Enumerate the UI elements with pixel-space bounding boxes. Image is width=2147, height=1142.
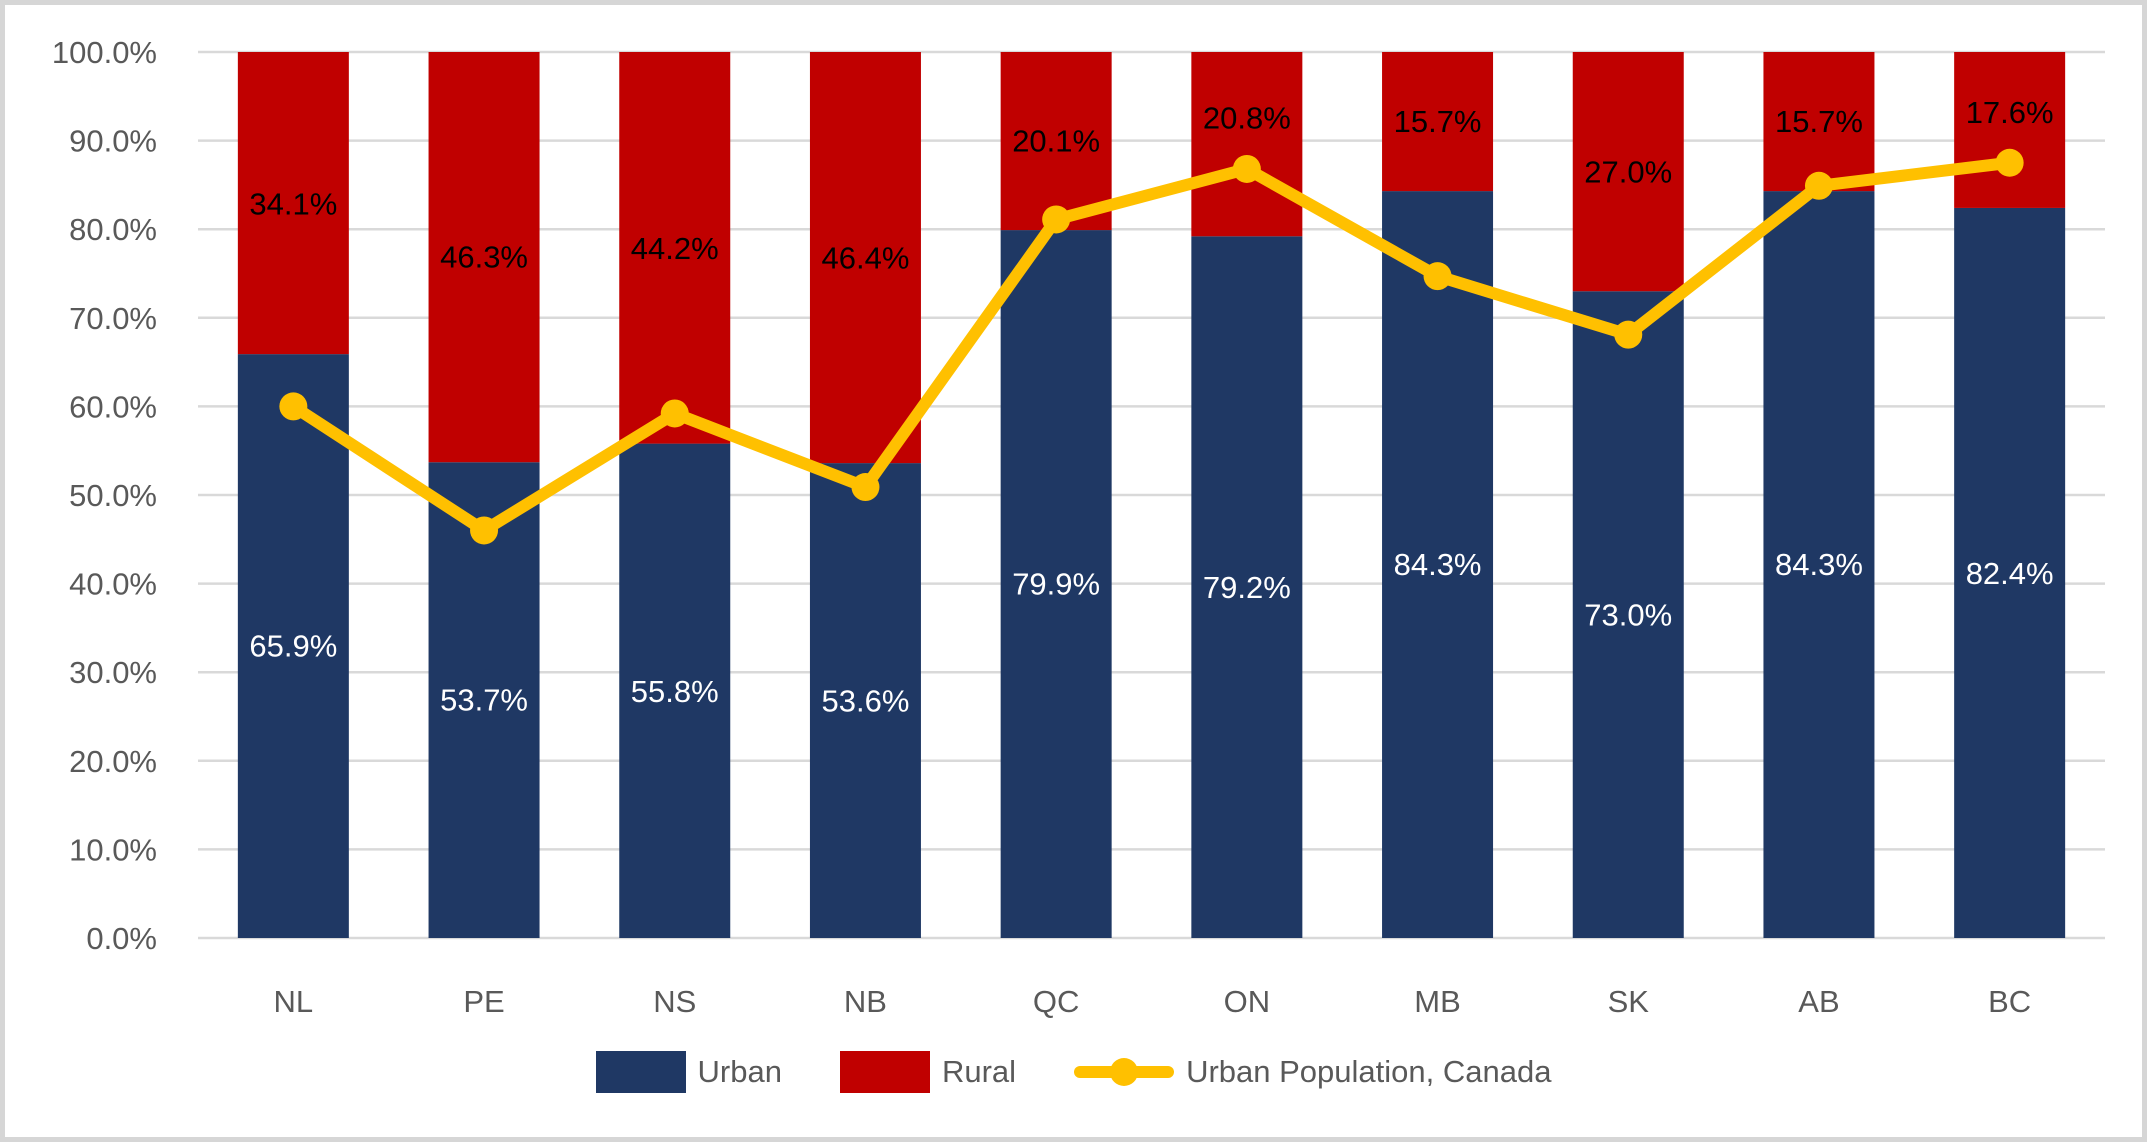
legend-item-rural: Rural: [839, 1051, 1017, 1093]
rural-data-label-BC: 17.6%: [1966, 95, 2054, 130]
urban-bar-NS: [619, 443, 731, 938]
rural-data-label-NB: 46.4%: [821, 241, 909, 276]
y-tick-label: 30.0%: [69, 655, 157, 690]
legend-label-rural: Rural: [941, 1054, 1017, 1089]
urban-bar-AB: [1763, 191, 1875, 939]
urban-bar-MB: [1382, 191, 1494, 939]
stacked-bar-line-chart: 0.0% 10.0% 20.0% 30.0% 40.0% 50.0% 60.0% 70.0% 8…: [52, 35, 2105, 1019]
x-axis-label-MB: MB: [1414, 984, 1461, 1019]
line-marker-NS: [660, 399, 689, 428]
rural-data-label-SK: 27.0%: [1584, 155, 1672, 190]
rural-data-label-MB: 15.7%: [1394, 104, 1482, 139]
x-axis-label-PE: PE: [463, 984, 504, 1019]
chart-legend: Urban Rural Urban Population, Canada: [5, 1051, 2142, 1093]
x-axis-label-ON: ON: [1224, 984, 1271, 1019]
urban-population-canada-line: [287, 156, 2016, 537]
urban-bar-BC: [1954, 207, 2066, 938]
rural-bar-MB: [1382, 52, 1494, 192]
urban-data-label-BC: 82.4%: [1966, 556, 2054, 591]
y-tick-label: 10.0%: [69, 832, 157, 867]
x-axis-label-NS: NS: [653, 984, 696, 1019]
urban-data-label-MB: 84.3%: [1394, 547, 1482, 582]
legend-label-urban: Urban: [697, 1054, 782, 1089]
y-tick-label: 0.0%: [86, 921, 157, 956]
line-marker-ON: [1232, 154, 1261, 183]
rural-bar-NL: [237, 52, 349, 355]
urban-data-label-SK: 73.0%: [1584, 598, 1672, 633]
rural-bar-AB: [1763, 52, 1875, 192]
rural-bar-BC: [1954, 52, 2066, 208]
line-marker-MB: [1423, 262, 1452, 291]
x-axis-label-SK: SK: [1608, 984, 1650, 1019]
line-marker-QC: [1042, 205, 1071, 234]
urban-data-label-PE: 53.7%: [440, 683, 528, 718]
legend-label-urban-population-canada: Urban Population, Canada: [1186, 1054, 1552, 1089]
urban-bar-SK: [1572, 291, 1684, 939]
x-axis-label-NL: NL: [274, 984, 314, 1019]
line-marker-SK: [1614, 320, 1643, 349]
y-tick-label: 80.0%: [69, 212, 157, 247]
line-marker-PE: [470, 516, 499, 545]
x-axis-label-QC: QC: [1033, 984, 1080, 1019]
rural-data-label-NL: 34.1%: [249, 187, 337, 222]
rural-series-swatch: [839, 1051, 930, 1093]
urban-data-label-NL: 65.9%: [249, 629, 337, 664]
urban-bar-QC: [1000, 230, 1112, 938]
urban-data-label-NB: 53.6%: [821, 684, 909, 719]
rural-data-label-NS: 44.2%: [631, 231, 719, 266]
y-tick-label: 60.0%: [69, 389, 157, 424]
urban-bar-NB: [809, 463, 921, 938]
legend-item-urban: Urban: [595, 1051, 782, 1093]
line-series-swatch: [1074, 1057, 1175, 1087]
rural-bar-SK: [1572, 52, 1684, 292]
y-tick-label: 40.0%: [69, 567, 157, 602]
y-tick-label: 100.0%: [52, 35, 157, 70]
line-swatch-marker-icon: [1110, 1058, 1139, 1086]
rural-bar-NB: [809, 52, 921, 464]
rural-bar-ON: [1191, 52, 1303, 237]
x-axis-label-BC: BC: [1988, 984, 2031, 1019]
rural-data-label-PE: 46.3%: [440, 240, 528, 275]
x-axis-label-NB: NB: [844, 984, 887, 1019]
urban-bar-ON: [1191, 236, 1303, 939]
urban-bar-NL: [237, 354, 349, 939]
urban-data-label-ON: 79.2%: [1203, 570, 1291, 605]
rural-bar-QC: [1000, 52, 1112, 231]
legend-item-urban-population-canada: Urban Population, Canada: [1074, 1054, 1551, 1090]
rural-bar-PE: [428, 52, 540, 463]
line-marker-BC: [1995, 148, 2024, 177]
rural-bar-NS: [619, 52, 731, 444]
urban-data-label-AB: 84.3%: [1775, 547, 1863, 582]
y-tick-label: 90.0%: [69, 124, 157, 159]
rural-data-label-QC: 20.1%: [1012, 124, 1100, 159]
urban-data-label-NS: 55.8%: [631, 674, 719, 709]
y-tick-label: 20.0%: [69, 744, 157, 779]
rural-data-label-AB: 15.7%: [1775, 104, 1863, 139]
urban-data-label-QC: 79.9%: [1012, 567, 1100, 602]
y-tick-label: 50.0%: [69, 478, 157, 513]
line-marker-AB: [1804, 171, 1833, 200]
x-axis-label-AB: AB: [1798, 984, 1839, 1019]
rural-data-label-ON: 20.8%: [1203, 101, 1291, 136]
line-marker-NB: [851, 473, 880, 502]
urban-series-swatch: [595, 1051, 686, 1093]
line-marker-NL: [279, 392, 308, 421]
y-tick-label: 70.0%: [69, 301, 157, 336]
